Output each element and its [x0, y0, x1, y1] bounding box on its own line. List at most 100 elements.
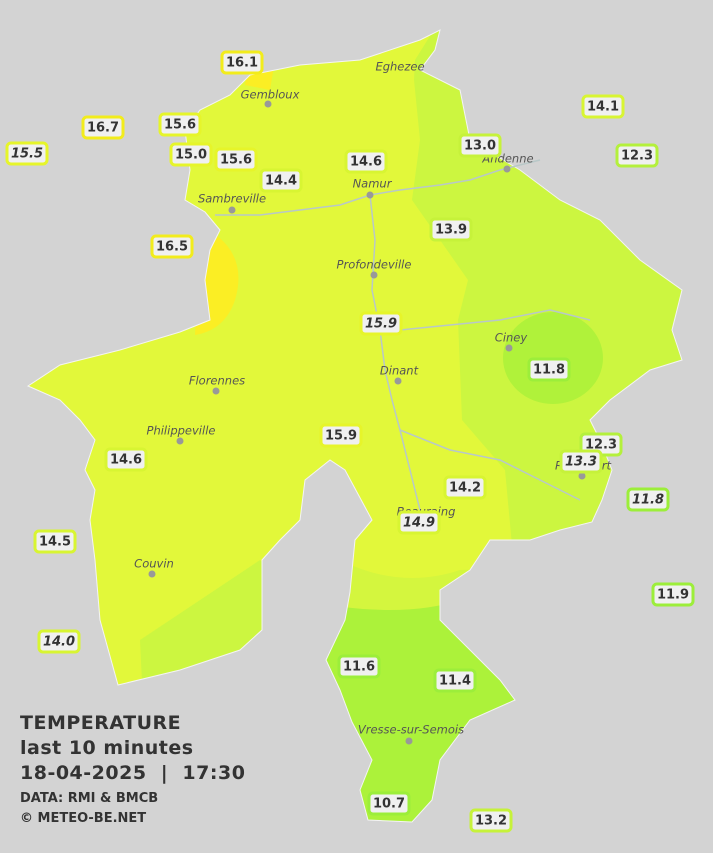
town-label: Vresse-sur-Semois — [358, 723, 464, 737]
town-label: Namur — [353, 177, 393, 191]
station-box — [220, 50, 264, 75]
station: 14.2 — [443, 475, 487, 500]
station-temperature: 16.5 — [156, 240, 188, 255]
station-temperature: 12.3 — [621, 149, 653, 164]
town-dot — [578, 472, 586, 480]
town-dot — [176, 437, 184, 445]
station-temperature: 13.9 — [435, 223, 467, 238]
station-temperature: 15.5 — [11, 147, 43, 162]
station-box — [158, 112, 202, 137]
legend-title: TEMPERATURE — [20, 712, 182, 734]
station: 15.6 — [158, 112, 202, 137]
station-box — [344, 149, 388, 174]
station-box — [429, 217, 473, 242]
station-box — [214, 147, 258, 172]
legend-datetime: 18-04-2025 | 17:30 — [20, 762, 246, 784]
town-label: Sambreville — [198, 192, 266, 206]
station-temperature: 14.6 — [110, 453, 142, 468]
station-temperature: 11.8 — [632, 493, 664, 508]
station-temperature: 14.6 — [350, 155, 382, 170]
station-box — [367, 791, 411, 816]
station-box — [359, 311, 403, 336]
town-label: Gembloux — [241, 88, 300, 102]
station-temperature: 10.7 — [373, 797, 405, 812]
station-box — [433, 668, 477, 693]
station-temperature: 16.7 — [87, 121, 119, 136]
station: 13.2 — [469, 808, 513, 833]
town-dot — [228, 206, 236, 214]
station: 10.7 — [367, 791, 411, 816]
town-dot — [264, 100, 272, 108]
station: 14.4 — [259, 168, 303, 193]
station-temperature: 11.6 — [343, 660, 375, 675]
station: 15.9 — [359, 311, 403, 336]
station-box — [559, 449, 603, 474]
station: 12.3 — [615, 143, 659, 168]
station-box — [150, 234, 194, 259]
station: 14.9 — [397, 510, 441, 535]
station: 14.1 — [581, 94, 625, 119]
station-box — [626, 487, 670, 512]
station-temperature: 11.4 — [439, 674, 471, 689]
station-box — [527, 357, 571, 382]
station: 13.9 — [429, 217, 473, 242]
town-dot — [503, 165, 511, 173]
station-box — [581, 94, 625, 119]
town-dot — [405, 737, 413, 745]
station: 14.6 — [104, 447, 148, 472]
town-dot — [148, 570, 156, 578]
station-temperature: 14.1 — [587, 100, 619, 115]
station: 14.5 — [33, 529, 77, 554]
station-temperature: 15.9 — [325, 429, 357, 444]
station-temperature: 11.8 — [533, 363, 565, 378]
station-temperature: 16.1 — [226, 56, 258, 71]
station: 16.1 — [220, 50, 264, 75]
station: 13.3 — [559, 449, 603, 474]
legend-source: DATA: RMI & BMCB — [20, 791, 159, 806]
station-box — [469, 808, 513, 833]
station-box — [337, 654, 381, 679]
station: 15.5 — [5, 141, 49, 166]
station-temperature: 14.5 — [39, 535, 71, 550]
town-dot — [366, 191, 374, 199]
station: 11.8 — [626, 487, 670, 512]
station-box — [37, 629, 81, 654]
station: 15.0 — [169, 142, 213, 167]
town-label: Ciney — [495, 331, 528, 345]
station-box — [5, 141, 49, 166]
town-label: Couvin — [134, 557, 174, 571]
station-temperature: 13.2 — [475, 814, 507, 829]
station-box — [169, 142, 213, 167]
station: 11.8 — [527, 357, 571, 382]
town-dot — [394, 377, 402, 385]
station-box — [259, 168, 303, 193]
town-label: Eghezee — [375, 60, 424, 74]
station-box — [104, 447, 148, 472]
legend-copyright: © METEO-BE.NET — [20, 811, 147, 826]
station-temperature: 11.9 — [657, 588, 689, 603]
town-dot — [505, 344, 513, 352]
legend-period: last 10 minutes — [20, 737, 194, 759]
town-label: Philippeville — [147, 424, 216, 438]
station-box — [33, 529, 77, 554]
station-box — [651, 582, 695, 607]
station-temperature: 14.0 — [43, 635, 75, 650]
station: 11.4 — [433, 668, 477, 693]
station-temperature: 14.9 — [403, 516, 435, 531]
town-label: Profondeville — [337, 258, 412, 272]
station: 11.9 — [651, 582, 695, 607]
station-box — [397, 510, 441, 535]
station-temperature: 14.2 — [449, 481, 481, 496]
town-label: Dinant — [380, 364, 419, 378]
town-dot — [370, 271, 378, 279]
station: 14.0 — [37, 629, 81, 654]
station-temperature: 12.3 — [585, 438, 617, 453]
town-label: Florennes — [189, 374, 245, 388]
rivers — [215, 159, 591, 511]
station-box — [458, 133, 502, 158]
station-temperature: 15.9 — [365, 317, 397, 332]
station-box — [443, 475, 487, 500]
town-dot — [212, 387, 220, 395]
